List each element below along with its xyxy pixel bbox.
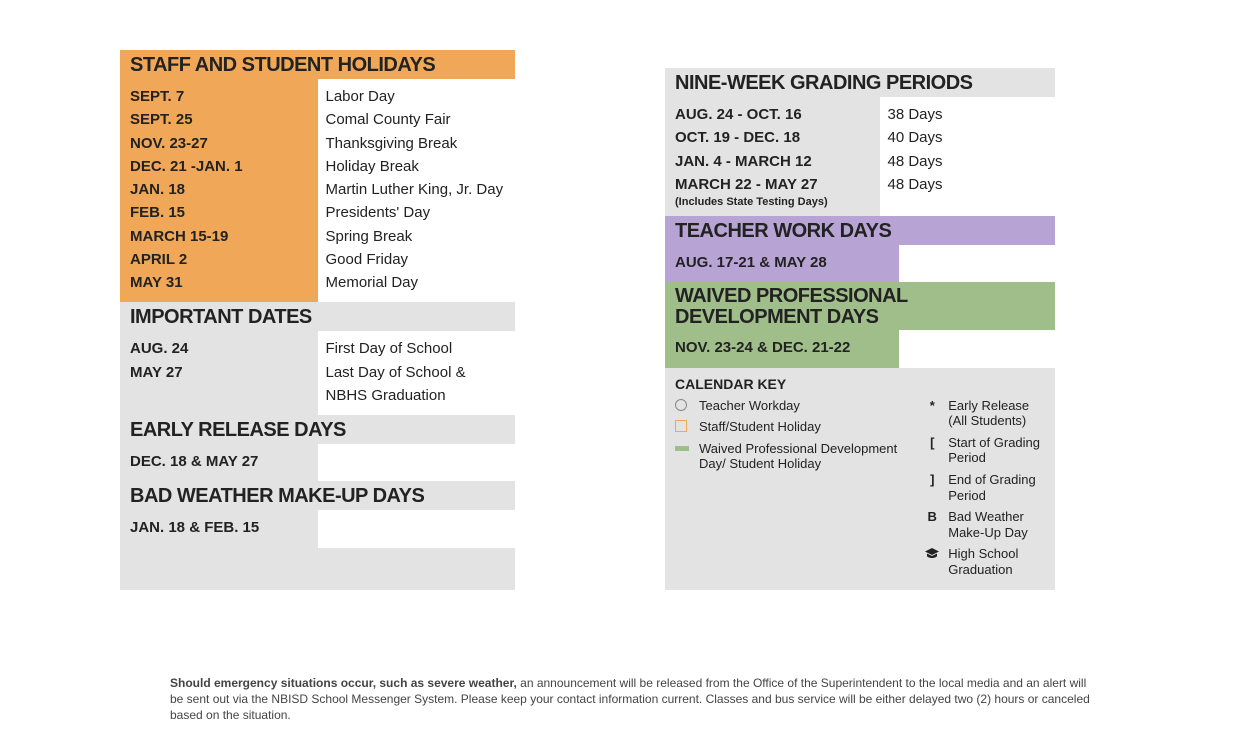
- key-title: CALENDAR KEY: [675, 376, 1045, 392]
- right-column: NINE-WEEK GRADING PERIODS AUG. 24 - OCT.…: [665, 68, 1055, 590]
- date-cell: DEC. 18 & MAY 27: [130, 450, 308, 473]
- key-item: Staff/Student Holiday: [675, 419, 900, 435]
- date-cell: APRIL 2: [130, 248, 308, 271]
- key-item: Teacher Workday: [675, 398, 900, 414]
- date-cell: MARCH 15-19: [130, 225, 308, 248]
- key-item: B Bad Weather Make-Up Day: [924, 509, 1045, 540]
- early-release-body: DEC. 18 & MAY 27: [120, 444, 515, 481]
- desc-cell: Last Day of School & NBHS Graduation: [326, 361, 506, 408]
- bad-weather-dates: JAN. 18 & FEB. 15: [120, 510, 318, 547]
- date-cell: FEB. 15: [130, 201, 308, 224]
- date-cell: JAN. 18 & FEB. 15: [130, 516, 308, 539]
- waived-dates: NOV. 23-24 & DEC. 21-22: [665, 330, 899, 367]
- desc-cell: Good Friday: [326, 248, 506, 271]
- date-cell: NOV. 23-27: [130, 132, 308, 155]
- date-cell: AUG. 17-21 & MAY 28: [675, 251, 889, 274]
- key-label: Teacher Workday: [699, 398, 800, 414]
- calendar-info: STAFF AND STUDENT HOLIDAYS SEPT. 7 SEPT.…: [0, 0, 1260, 590]
- date-cell: OCT. 19 - DEC. 18: [675, 126, 870, 149]
- date-cell: SEPT. 25: [130, 108, 308, 131]
- desc-cell: Spring Break: [326, 225, 506, 248]
- holidays-header: STAFF AND STUDENT HOLIDAYS: [120, 50, 515, 79]
- desc-cell: Comal County Fair: [326, 108, 506, 131]
- key-label: Start of Grading Period: [948, 435, 1045, 466]
- b-icon: B: [924, 509, 940, 525]
- important-body: AUG. 24 MAY 27 First Day of School Last …: [120, 331, 515, 415]
- bracket-close-icon: ]: [924, 472, 940, 488]
- grading-descs: 38 Days 40 Days 48 Days 48 Days: [880, 97, 1056, 216]
- important-dates: AUG. 24 MAY 27: [120, 331, 318, 415]
- date-cell: NOV. 23-24 & DEC. 21-22: [675, 336, 889, 359]
- key-col-right: * Early Release (All Students) [ Start o…: [924, 398, 1045, 578]
- square-icon: [675, 419, 691, 432]
- graduation-cap-icon: [924, 546, 940, 563]
- holidays-body: SEPT. 7 SEPT. 25 NOV. 23-27 DEC. 21 -JAN…: [120, 79, 515, 302]
- key-item: ] End of Grading Period: [924, 472, 1045, 503]
- grading-footnote: (Includes State Testing Days): [675, 196, 870, 208]
- desc-cell: Martin Luther King, Jr. Day: [326, 178, 506, 201]
- bad-weather-body: JAN. 18 & FEB. 15: [120, 510, 515, 547]
- left-column: STAFF AND STUDENT HOLIDAYS SEPT. 7 SEPT.…: [120, 50, 515, 590]
- key-label: End of Grading Period: [948, 472, 1045, 503]
- desc-cell: Presidents' Day: [326, 201, 506, 224]
- key-item: [ Start of Grading Period: [924, 435, 1045, 466]
- bracket-open-icon: [: [924, 435, 940, 451]
- desc-cell: Holiday Break: [326, 155, 506, 178]
- teacher-dates: AUG. 17-21 & MAY 28: [665, 245, 899, 282]
- important-header: IMPORTANT DATES: [120, 302, 515, 331]
- desc-cell: Thanksgiving Break: [326, 132, 506, 155]
- waived-desc: [899, 330, 1055, 367]
- desc-cell: Labor Day: [326, 85, 506, 108]
- key-item: High School Graduation: [924, 546, 1045, 577]
- date-cell: JAN. 4 - MARCH 12: [675, 150, 870, 173]
- teacher-desc: [899, 245, 1055, 282]
- holidays-dates: SEPT. 7 SEPT. 25 NOV. 23-27 DEC. 21 -JAN…: [120, 79, 318, 302]
- key-item: Waived Professional Development Day/ Stu…: [675, 441, 900, 472]
- important-descs: First Day of School Last Day of School &…: [318, 331, 516, 415]
- holidays-descs: Labor Day Comal County Fair Thanksgiving…: [318, 79, 516, 302]
- asterisk-icon: *: [924, 398, 940, 414]
- waived-header: WAIVED PROFESSIONAL DEVELOPMENT DAYS: [665, 282, 1055, 330]
- desc-cell: 38 Days: [888, 103, 1046, 126]
- desc-cell: 48 Days: [888, 173, 1046, 196]
- date-cell: JAN. 18: [130, 178, 308, 201]
- date-cell: MARCH 22 - MAY 27: [675, 173, 870, 196]
- key-label: Waived Professional Development Day/ Stu…: [699, 441, 900, 472]
- desc-cell: Memorial Day: [326, 271, 506, 294]
- footer-bold: Should emergency situations occur, such …: [170, 676, 517, 690]
- waived-body: NOV. 23-24 & DEC. 21-22: [665, 330, 1055, 367]
- bad-weather-desc: [318, 510, 516, 547]
- date-cell: AUG. 24 - OCT. 16: [675, 103, 870, 126]
- desc-cell: 48 Days: [888, 150, 1046, 173]
- key-col-left: Teacher Workday Staff/Student Holiday Wa…: [675, 398, 900, 578]
- key-label: Bad Weather Make-Up Day: [948, 509, 1045, 540]
- bad-weather-header: BAD WEATHER MAKE-UP DAYS: [120, 481, 515, 510]
- teacher-header: TEACHER WORK DAYS: [665, 216, 1055, 245]
- key-label: High School Graduation: [948, 546, 1045, 577]
- date-cell: AUG. 24: [130, 337, 308, 360]
- key-label: Early Release (All Students): [948, 398, 1045, 429]
- date-cell: MAY 31: [130, 271, 308, 294]
- date-cell: DEC. 21 -JAN. 1: [130, 155, 308, 178]
- desc-cell: First Day of School: [326, 337, 506, 360]
- grading-body: AUG. 24 - OCT. 16 OCT. 19 - DEC. 18 JAN.…: [665, 97, 1055, 216]
- date-cell: SEPT. 7: [130, 85, 308, 108]
- waived-title-l1: WAIVED PROFESSIONAL: [675, 285, 908, 307]
- footer-note: Should emergency situations occur, such …: [0, 590, 1260, 724]
- circle-icon: [675, 398, 691, 411]
- early-release-desc: [318, 444, 516, 481]
- calendar-key: CALENDAR KEY Teacher Workday Staff/Stude…: [665, 368, 1055, 590]
- desc-cell: 40 Days: [888, 126, 1046, 149]
- date-cell: MAY 27: [130, 361, 308, 384]
- key-label: Staff/Student Holiday: [699, 419, 821, 435]
- grading-dates: AUG. 24 - OCT. 16 OCT. 19 - DEC. 18 JAN.…: [665, 97, 880, 216]
- key-item: * Early Release (All Students): [924, 398, 1045, 429]
- key-grid: Teacher Workday Staff/Student Holiday Wa…: [675, 398, 1045, 578]
- teacher-body: AUG. 17-21 & MAY 28: [665, 245, 1055, 282]
- early-release-header: EARLY RELEASE DAYS: [120, 415, 515, 444]
- waived-title-l2: DEVELOPMENT DAYS: [675, 306, 879, 328]
- grading-header: NINE-WEEK GRADING PERIODS: [665, 68, 1055, 97]
- early-release-dates: DEC. 18 & MAY 27: [120, 444, 318, 481]
- bar-icon: [675, 441, 691, 451]
